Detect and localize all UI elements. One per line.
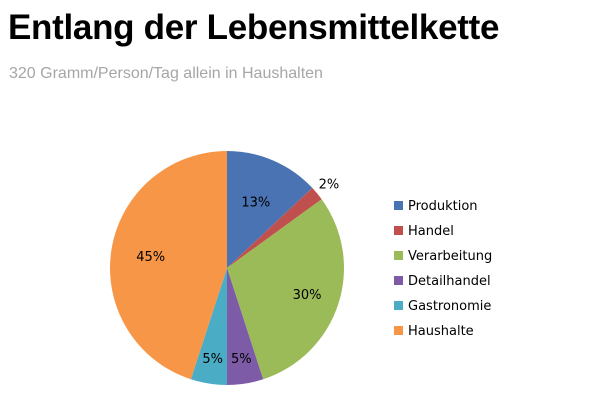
data-label-verarbeitung: 30% — [293, 288, 322, 303]
legend-label-detailhandel: Detailhandel — [408, 274, 491, 289]
legend-swatch-verarbeitung — [394, 251, 403, 260]
pie-slice-produktion — [227, 151, 313, 268]
chart-legend: Produktion Handel Verarbeitung Detailhandel… — [394, 199, 492, 339]
chart-subtitle: 320 Gramm/Person/Tag allein in Haushalte… — [9, 65, 323, 82]
legend-swatch-haushalte — [394, 326, 403, 335]
legend-label-verarbeitung: Verarbeitung — [408, 249, 492, 264]
data-label-produktion: 13% — [241, 195, 270, 210]
data-label-detailhandel: 5% — [231, 352, 252, 367]
pie-slice-haushalte — [110, 151, 227, 380]
legend-swatch-gastronomie — [394, 301, 403, 310]
data-label-gastronomie: 5% — [202, 352, 223, 367]
pie-data-labels: 13% 2% 30% 5% 5% 45% — [136, 178, 339, 367]
pie-slices — [110, 151, 344, 385]
legend-label-gastronomie: Gastronomie — [408, 299, 491, 314]
legend-swatch-detailhandel — [394, 276, 403, 285]
legend-label-haushalte: Haushalte — [408, 324, 474, 339]
pie-slice-gastronomie — [190, 268, 227, 385]
chart-title: Entlang der Lebensmittelkette — [8, 8, 500, 47]
pie-slice-verarbeitung — [227, 199, 344, 380]
data-label-handel: 2% — [319, 178, 340, 193]
legend-label-handel: Handel — [408, 224, 454, 239]
legend-label-produktion: Produktion — [408, 199, 478, 214]
pie-slice-handel — [227, 187, 322, 268]
legend-swatch-handel — [394, 226, 403, 235]
data-label-haushalte: 45% — [136, 250, 165, 265]
pie-slice-detailhandel — [227, 268, 264, 385]
legend-swatch-produktion — [394, 201, 403, 210]
